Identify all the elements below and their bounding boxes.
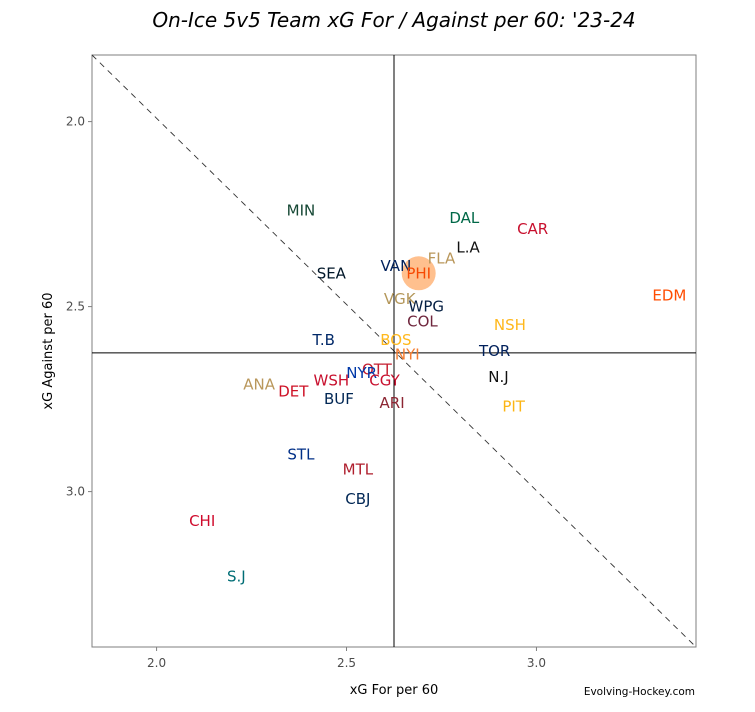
y-axis-label: xG Against per 60 (41, 292, 56, 409)
team-point-col: COL (407, 312, 438, 330)
team-point-stl: STL (287, 446, 315, 464)
y-tick-label: 3.0 (66, 485, 85, 499)
team-point-det: DET (278, 383, 309, 401)
chart-title: On-Ice 5v5 Team xG For / Against per 60:… (152, 8, 635, 32)
team-point-chi: CHI (189, 512, 215, 530)
team-point-mtl: MTL (343, 460, 374, 478)
source-credit: Evolving-Hockey.com (584, 686, 695, 698)
team-point-sea: SEA (317, 264, 347, 282)
team-point-nyr: NYR (346, 364, 377, 382)
team-point-vgk: VGK (384, 290, 417, 308)
team-point-dal: DAL (449, 209, 480, 227)
team-point-pit: PIT (502, 398, 525, 416)
team-point-van: VAN (381, 257, 412, 275)
team-point-wpg: WPG (409, 298, 445, 316)
team-point-fla: FLA (428, 250, 456, 268)
team-point-nsh: NSH (494, 316, 526, 334)
highlight-marker-phi (401, 256, 436, 291)
y-axis-ticks: 2.0 2.5 3.0 (66, 115, 92, 499)
team-point-nyi: NYI (395, 346, 420, 364)
team-point-ari: ARI (380, 394, 405, 412)
team-point-cbj: CBJ (345, 490, 370, 508)
team-point-ott: OTT (362, 361, 393, 379)
team-point-bos: BOS (380, 331, 411, 349)
team-point-phi: PHI (406, 264, 431, 282)
x-tick-label: 3.0 (527, 656, 546, 670)
x-axis-ticks: 2.0 2.5 3.0 (147, 647, 546, 670)
team-point-buf: BUF (324, 390, 354, 408)
highlight-layer (401, 256, 436, 291)
y-tick-label: 2.0 (66, 115, 85, 129)
y-tick-label: 2.5 (66, 300, 85, 314)
team-point-cgy: CGY (369, 372, 400, 390)
team-point-min: MIN (287, 201, 316, 219)
x-tick-label: 2.5 (337, 656, 356, 670)
team-point-tor: TOR (478, 342, 510, 360)
team-point-la: L.A (456, 238, 480, 256)
team-point-edm: EDM (652, 287, 686, 305)
team-point-sj: S.J (227, 568, 246, 586)
x-axis-label: xG For per 60 (350, 683, 439, 698)
team-point-nj: N.J (488, 368, 508, 386)
team-point-car: CAR (517, 220, 548, 238)
x-tick-label: 2.0 (147, 656, 166, 670)
team-point-ana: ANA (243, 375, 275, 393)
team-point-tb: T.B (311, 331, 334, 349)
team-point-wsh: WSH (314, 372, 350, 390)
